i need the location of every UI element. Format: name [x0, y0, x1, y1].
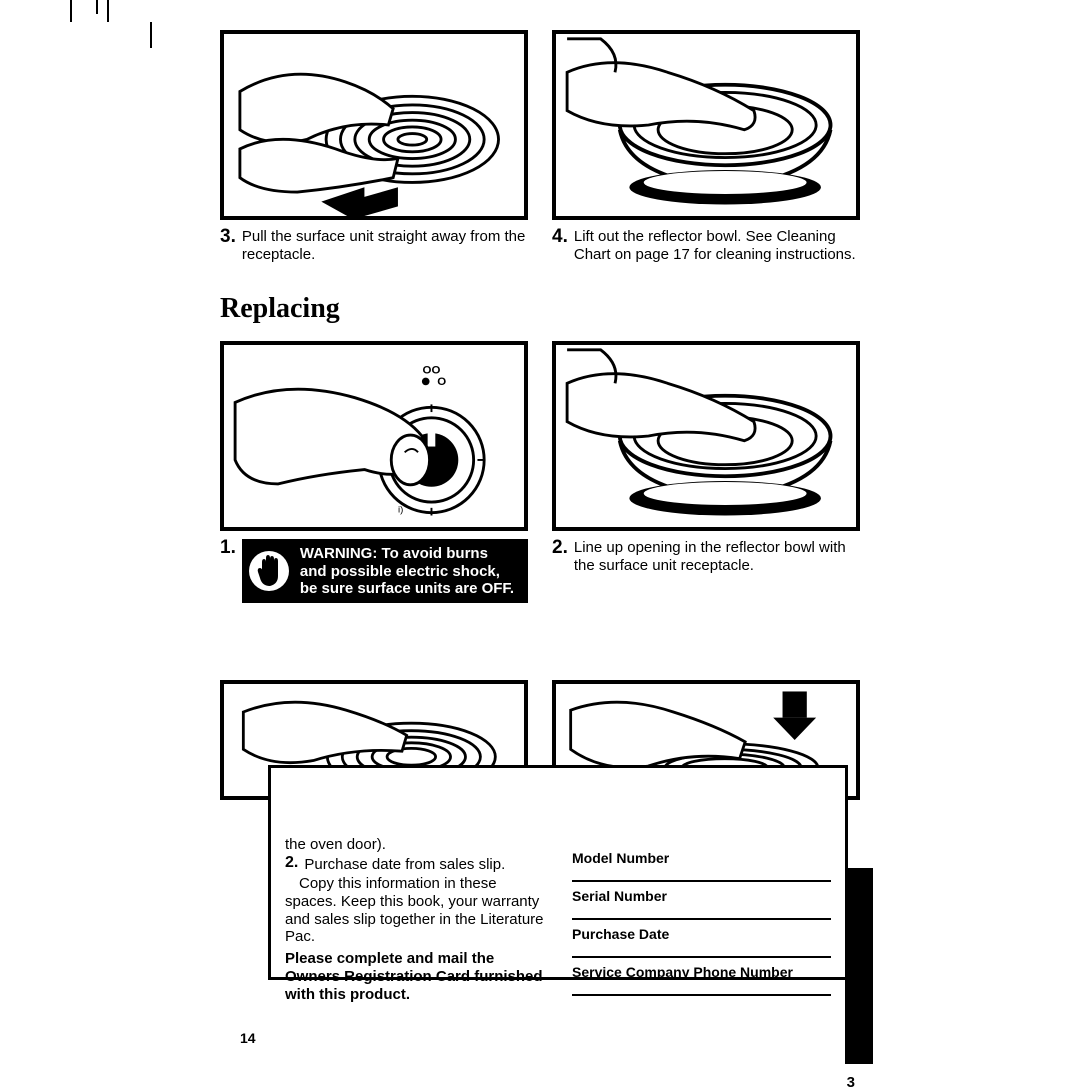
field-purchase-line[interactable] [572, 944, 831, 958]
replacing-step1-block: OO O i) 1. WARNI [220, 341, 528, 603]
illustration-replacing-step1: OO O i) [220, 341, 528, 531]
reg-bold: Please complete and mail the Owners Regi… [285, 950, 544, 1003]
reg-line1: the oven door). [285, 836, 544, 854]
field-serial-label: Serial Number [572, 888, 831, 904]
warning-text: WARNING: To avoid burns and possible ele… [300, 545, 518, 597]
reg-para: Copy this information in these spaces. K… [285, 875, 544, 946]
replacing-step1-number: 1. [220, 537, 236, 603]
field-purchase-label: Purchase Date [572, 926, 831, 942]
card-spine [845, 868, 873, 1064]
illustration-step4 [552, 30, 860, 220]
replacing-step2-block: 2. Line up opening in the reflector bowl… [552, 341, 860, 603]
field-service-line[interactable] [572, 982, 831, 996]
removal-steps-row: 3. Pull the surface unit straight away f… [220, 30, 860, 263]
illustration-replacing-step2 [552, 341, 860, 531]
reg-step2-text: Purchase date from sales slip. [304, 856, 505, 874]
step3-block: 3. Pull the surface unit straight away f… [220, 30, 528, 263]
step3-number: 3. [220, 226, 236, 263]
field-model-label: Model Number [572, 850, 831, 866]
svg-text:OO: OO [423, 365, 441, 377]
step4-caption: 4. Lift out the reflector bowl. See Clea… [552, 228, 860, 263]
illustration-step3 [220, 30, 528, 220]
registration-section: 3 the oven door). 2. Purchase date from … [220, 680, 860, 800]
step4-number: 4. [552, 226, 568, 263]
replacing-step2-caption: 2. Line up opening in the reflector bowl… [552, 539, 860, 574]
registration-card: 3 the oven door). 2. Purchase date from … [268, 765, 848, 980]
section-heading-replacing: Replacing [220, 293, 860, 325]
warning-hand-icon [248, 550, 290, 592]
field-model-line[interactable] [572, 868, 831, 882]
field-serial-line[interactable] [572, 906, 831, 920]
page-number-left: 14 [240, 1030, 256, 1046]
replacing-step2-text: Line up opening in the reflector bowl wi… [574, 539, 860, 574]
svg-text:i): i) [398, 505, 403, 516]
page-number-right: 3 [847, 1074, 855, 1091]
field-service-label: Service Company Phone Number [572, 964, 831, 980]
replacing-steps-row: OO O i) 1. WARNI [220, 341, 860, 603]
replacing-step2-number: 2. [552, 537, 568, 574]
replacing-step1-caption: 1. WARNING: To avoid burns and possible … [220, 539, 528, 603]
registration-left-text: the oven door). 2. Purchase date from sa… [271, 768, 558, 977]
step4-block: 4. Lift out the reflector bowl. See Clea… [552, 30, 860, 263]
registration-fields: Model Number Serial Number Purchase Date… [558, 768, 845, 977]
manual-page: 3. Pull the surface unit straight away f… [220, 30, 860, 603]
reg-step2-num: 2. [285, 854, 298, 874]
scan-edge-marks [60, 0, 200, 30]
step3-text: Pull the surface unit straight away from… [242, 228, 528, 263]
svg-text:O: O [437, 377, 446, 389]
step4-text: Lift out the reflector bowl. See Cleanin… [574, 228, 860, 263]
step3-caption: 3. Pull the surface unit straight away f… [220, 228, 528, 263]
warning-box: WARNING: To avoid burns and possible ele… [242, 539, 528, 603]
